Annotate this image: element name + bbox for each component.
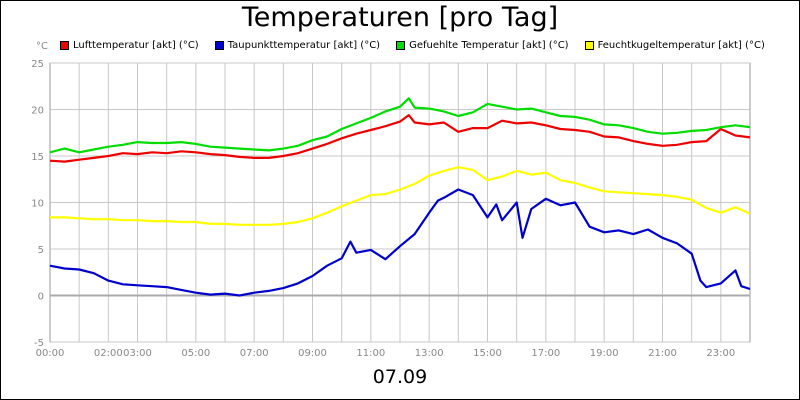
- legend-swatch: [396, 40, 406, 50]
- legend: Lufttemperatur [akt] (°C) Taupunkttempera…: [60, 38, 781, 52]
- legend-swatch: [584, 40, 594, 50]
- series-line-1: [49, 188, 751, 297]
- y-tick-label: 5: [38, 245, 44, 256]
- series-line-2: [49, 97, 751, 154]
- legend-swatch: [214, 40, 224, 50]
- series-line-0: [49, 113, 751, 163]
- tick-labels: -5 0 5 10 15 20 25 00:00 02:00 03:00 05:00 07:00 09:…: [31, 59, 735, 359]
- x-tick-label: 19:00: [590, 348, 619, 359]
- x-tick-label: 03:00: [123, 348, 152, 359]
- x-tick-label: 23:00: [706, 348, 735, 359]
- legend-item-3: Feuchtkugeltemperatur [akt] (°C): [584, 39, 765, 51]
- x-tick-label: 11:00: [356, 348, 385, 359]
- legend-item-1: Taupunkttemperatur [akt] (°C): [214, 39, 381, 51]
- y-tick-label: 15: [31, 152, 44, 163]
- legend-label: Lufttemperatur [akt] (°C): [73, 39, 199, 51]
- y-tick-label: 20: [31, 106, 44, 117]
- legend-item-0: Lufttemperatur [akt] (°C): [60, 40, 199, 51]
- x-tick-label: 13:00: [415, 348, 444, 359]
- legend-label: Taupunkttemperatur [akt] (°C): [227, 39, 381, 51]
- legend-swatch: [60, 40, 69, 50]
- x-tick-label: 02:00: [94, 348, 123, 359]
- x-tick-label: 00:00: [36, 348, 65, 359]
- legend-label: Gefuehlte Temperatur [akt] (°C): [409, 39, 569, 51]
- series-lines: [49, 97, 751, 297]
- x-tick-label: 05:00: [181, 348, 210, 359]
- x-tick-label: 15:00: [473, 348, 502, 359]
- legend-label: Feuchtkugeltemperatur [akt] (°C): [597, 39, 765, 51]
- x-tick-label: 17:00: [531, 348, 560, 359]
- y-tick-label: -5: [34, 338, 44, 349]
- y-tick-label: 0: [38, 292, 44, 303]
- x-tick-label: 07:00: [240, 348, 269, 359]
- series-line-3: [50, 166, 751, 226]
- x-tick-label: 09:00: [298, 348, 327, 359]
- grid: [49, 62, 751, 343]
- date-label: 07.09: [372, 366, 428, 388]
- y-axis-unit: °C: [36, 41, 48, 52]
- legend-item-2: Gefuehlte Temperatur [akt] (°C): [396, 39, 569, 51]
- y-tick-label: 10: [31, 199, 44, 210]
- y-tick-label: 25: [31, 59, 44, 70]
- chart-title: Temperaturen [pro Tag]: [241, 2, 559, 33]
- x-tick-label: 21:00: [648, 348, 677, 359]
